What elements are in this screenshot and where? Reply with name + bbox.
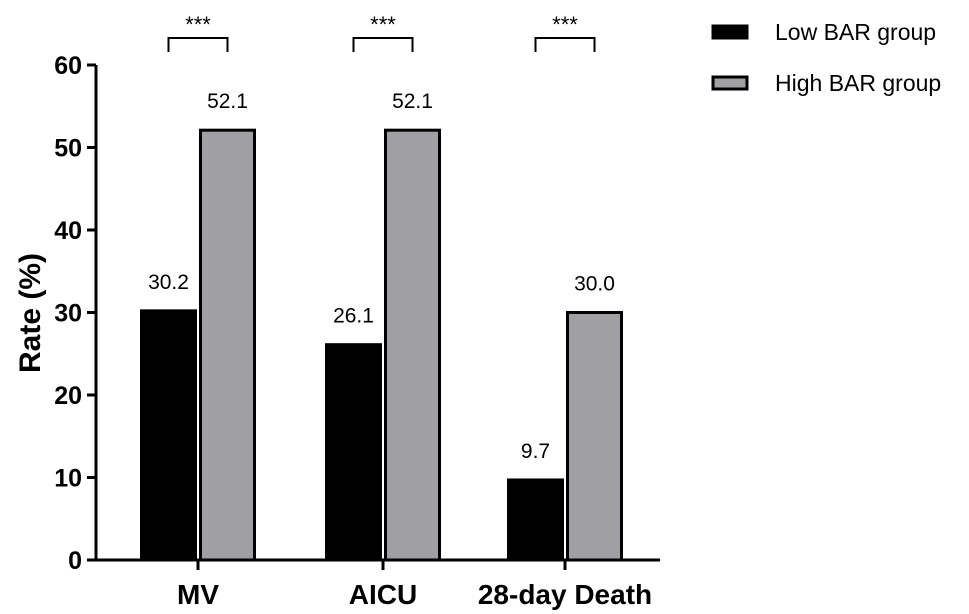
significance-label: ***: [370, 12, 396, 37]
data-label: 30.2: [148, 271, 189, 294]
significance-label: ***: [185, 12, 211, 37]
y-tick-label: 0: [68, 547, 82, 575]
legend: Low BAR group High BAR group: [711, 19, 941, 96]
bar-low-2: [507, 478, 564, 562]
x-tick-label: AICU: [349, 579, 417, 610]
legend-swatch: [711, 24, 749, 40]
y-tick-label: 60: [54, 52, 82, 80]
significance-bracket: [352, 37, 414, 52]
y-tick-label: 40: [54, 217, 82, 245]
x-axis: MV AICU 28-day Death: [94, 558, 660, 610]
data-label: 30.0: [574, 273, 615, 296]
y-tick-label: 30: [54, 300, 82, 328]
y-tick-label: 50: [54, 135, 82, 163]
significance-label: ***: [552, 12, 578, 37]
bar-high-2: [566, 311, 623, 562]
y-tick-label: 20: [54, 382, 82, 410]
legend-swatch: [711, 75, 749, 91]
x-tick-label: 28-day Death: [478, 579, 652, 610]
data-label: 26.1: [333, 305, 374, 328]
legend-label: Low BAR group: [775, 19, 936, 45]
significance-bracket: [534, 37, 596, 52]
significance-bracket: [167, 37, 229, 52]
x-tick-label: MV: [177, 579, 219, 610]
data-label: 52.1: [392, 90, 433, 113]
y-axis: 0 10 20 30 40 50 60: [54, 52, 98, 575]
bar-low-0: [140, 309, 197, 562]
data-label: 9.7: [521, 440, 550, 463]
bars: [140, 128, 623, 562]
y-tick-label: 10: [54, 465, 82, 493]
data-labels: 30.2 52.1 26.1 52.1 9.7 30.0: [148, 90, 615, 463]
bar-low-1: [325, 343, 382, 562]
bar-high-0: [199, 128, 256, 562]
legend-label: High BAR group: [775, 70, 941, 96]
significance-brackets: *** *** ***: [167, 12, 596, 52]
y-axis-label: Rate (%): [14, 253, 47, 373]
data-label: 52.1: [207, 90, 248, 113]
bar-high-1: [384, 128, 441, 562]
